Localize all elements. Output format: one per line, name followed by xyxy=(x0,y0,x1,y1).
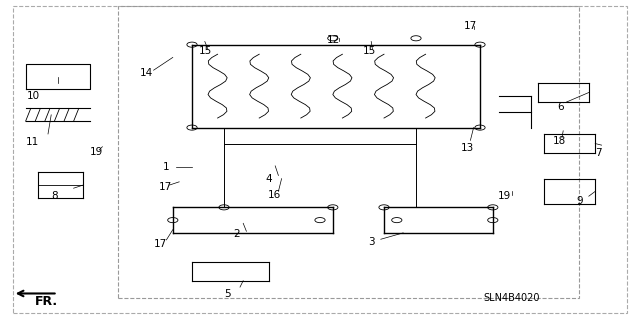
Bar xyxy=(118,6,579,298)
Text: 17: 17 xyxy=(159,182,172,192)
Text: 4: 4 xyxy=(266,174,272,184)
Text: 18: 18 xyxy=(552,136,566,146)
Text: 15: 15 xyxy=(363,46,376,56)
Text: 19: 19 xyxy=(90,146,103,157)
Text: 13: 13 xyxy=(461,143,474,153)
Text: SLN4B4020: SLN4B4020 xyxy=(484,293,540,303)
Text: 14: 14 xyxy=(140,68,153,78)
Text: 15: 15 xyxy=(198,46,212,56)
Text: 17: 17 xyxy=(154,239,167,249)
Text: 17: 17 xyxy=(464,21,477,31)
Text: 6: 6 xyxy=(557,102,563,112)
Text: 19: 19 xyxy=(498,191,511,201)
Text: 7: 7 xyxy=(595,148,602,158)
Text: 2: 2 xyxy=(234,229,240,240)
Text: FR.: FR. xyxy=(35,295,58,308)
Text: 11: 11 xyxy=(26,137,39,147)
Text: 8: 8 xyxy=(51,191,58,201)
Text: 12: 12 xyxy=(326,35,340,45)
Text: 5: 5 xyxy=(224,289,230,299)
Text: 1: 1 xyxy=(163,162,170,173)
Text: 3: 3 xyxy=(368,237,374,248)
Text: 9: 9 xyxy=(576,196,582,206)
Text: 16: 16 xyxy=(268,190,281,200)
Text: 10: 10 xyxy=(27,91,40,101)
